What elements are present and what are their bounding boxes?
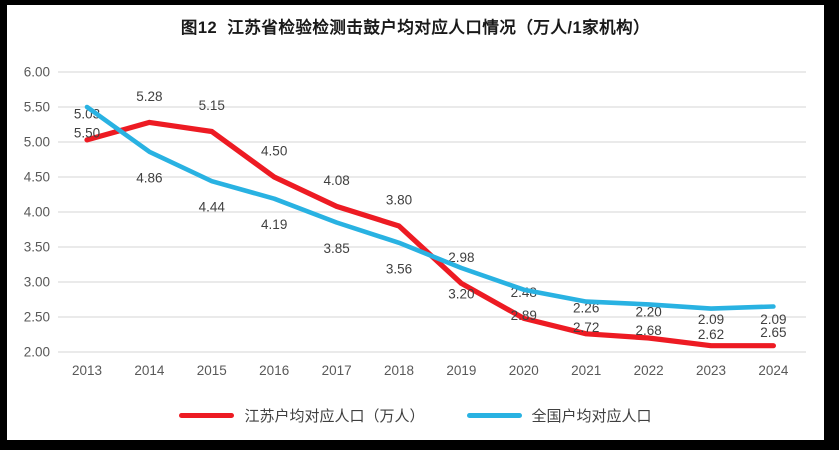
series-line-national[interactable]: [84, 104, 776, 311]
x-axis-tick-label: 2018: [384, 363, 414, 378]
x-axis-tick-label: 2013: [72, 363, 102, 378]
data-label-national: 2.89: [511, 308, 537, 323]
data-label-jiangsu: 4.08: [323, 173, 349, 188]
data-label-jiangsu: 5.28: [136, 89, 162, 104]
data-label-jiangsu: 4.50: [261, 144, 287, 159]
x-axis-tick-label: 2015: [197, 363, 227, 378]
data-label-national: 4.44: [199, 200, 226, 215]
data-label-jiangsu: 2.09: [760, 312, 786, 327]
y-axis-tick-label: 2.00: [24, 345, 50, 360]
y-axis-tick-label: 3.00: [24, 275, 50, 290]
x-axis-tick-label: 2024: [758, 363, 789, 378]
x-axis-tick-label: 2022: [634, 363, 664, 378]
y-axis-tick-label: 5.00: [24, 135, 50, 150]
x-axis-tick-label: 2019: [446, 363, 476, 378]
legend-line-swatch-red: [179, 413, 235, 418]
y-axis-tick-label: 6.00: [24, 65, 50, 80]
series-line-jiangsu[interactable]: [84, 119, 777, 349]
y-axis-tick-label: 3.50: [24, 240, 50, 255]
data-label-national: 3.85: [323, 241, 349, 256]
legend: 江苏户均对应人口（万人） 全国户均对应人口: [7, 405, 824, 426]
y-axis-tick-label: 4.50: [24, 170, 50, 185]
legend-item-national[interactable]: 全国户均对应人口: [466, 405, 652, 426]
line-chart-plot-area: 6.00 5.50 5.00 4.50 4.00 3.50 3.00 2.50 2.00 2013…: [24, 65, 806, 378]
y-axis-tick-label: 5.50: [24, 100, 50, 115]
data-label-jiangsu: 5.15: [199, 98, 225, 113]
x-axis-tick-label: 2020: [509, 363, 539, 378]
data-label-national: 5.50: [74, 126, 100, 141]
data-label-jiangsu: 2.09: [698, 312, 724, 327]
data-label-national: 2.62: [698, 327, 724, 342]
x-axis-tick-label: 2023: [696, 363, 726, 378]
legend-label-national: 全国户均对应人口: [531, 408, 652, 425]
data-label-national: 4.86: [136, 170, 162, 185]
chart-canvas: 图12 江苏省检验检测击鼓户均对应人口情况（万人/1家机构） 6.00 5.50 5…: [7, 5, 824, 440]
data-label-national: 2.65: [760, 325, 786, 340]
data-label-national: 3.56: [386, 261, 412, 276]
data-label-national: 2.68: [635, 323, 661, 338]
data-label-national: 4.19: [261, 217, 287, 232]
legend-item-jiangsu[interactable]: 江苏户均对应人口（万人）: [179, 405, 425, 426]
x-axis-tick-label: 2014: [134, 363, 165, 378]
data-label-national: 2.72: [573, 320, 599, 335]
y-axis-tick-label: 4.00: [24, 205, 50, 220]
data-label-jiangsu: 2.98: [448, 250, 474, 265]
y-axis-tick-label: 2.50: [24, 310, 50, 325]
x-axis-tick-label: 2021: [571, 363, 601, 378]
legend-line-swatch-blue: [466, 413, 522, 418]
x-axis-tick-label: 2016: [259, 363, 289, 378]
data-label-national: 3.20: [448, 287, 474, 302]
x-axis-tick-label: 2017: [322, 363, 352, 378]
chart-title: 图12 江苏省检验检测击鼓户均对应人口情况（万人/1家机构）: [180, 19, 651, 37]
data-label-jiangsu: 3.80: [386, 193, 412, 208]
data-label-jiangsu: 2.20: [635, 305, 661, 320]
legend-label-jiangsu: 江苏户均对应人口（万人）: [244, 408, 425, 425]
